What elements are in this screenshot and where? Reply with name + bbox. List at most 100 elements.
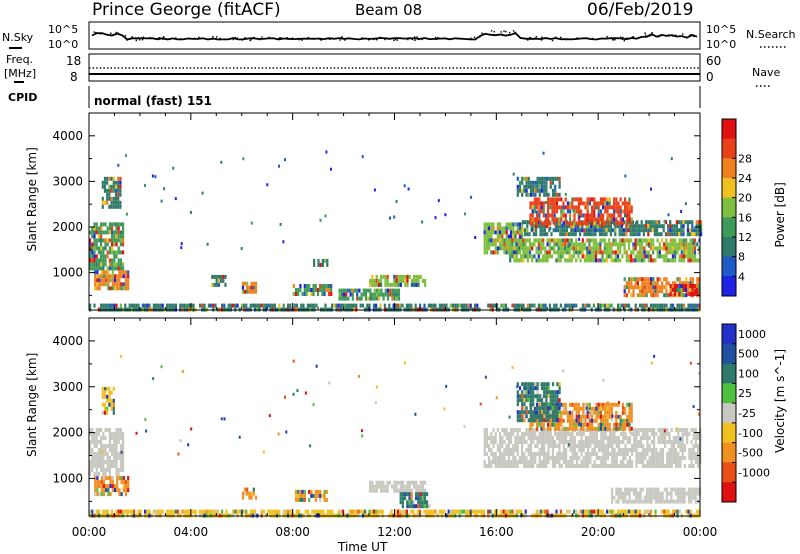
scatter-cell	[608, 242, 611, 247]
scatter-cell	[650, 428, 653, 432]
scatter-cell	[567, 440, 570, 444]
scatter-cell	[395, 282, 398, 287]
scatter-cell	[569, 436, 572, 440]
scatter-cell	[571, 197, 574, 202]
scatter-cell	[250, 281, 253, 286]
scatter-cell	[492, 222, 495, 227]
scatter-cell	[571, 456, 574, 460]
scatter-cell	[547, 436, 550, 440]
scatter-cell	[419, 509, 422, 514]
scatter-cell	[496, 456, 499, 460]
scatter-cell	[252, 487, 255, 492]
scatter-cell	[545, 452, 548, 456]
nsearch-dot	[435, 36, 437, 39]
scatter-cell	[116, 480, 119, 485]
scatter-cell	[595, 406, 598, 411]
scatter-cell	[682, 254, 686, 259]
scatter-cell	[95, 428, 98, 432]
scatter-cell	[549, 440, 552, 444]
scatter-cell	[109, 484, 112, 489]
scatter-cell	[648, 460, 651, 464]
scatter-cell	[301, 497, 304, 502]
scatter-cell	[608, 213, 611, 218]
scatter-cell	[492, 238, 495, 243]
scatter-cell	[647, 242, 650, 247]
scatter-cell	[599, 402, 602, 407]
scatter-cell	[250, 495, 253, 500]
scatter-cell	[119, 428, 122, 432]
scatter-cell	[609, 452, 612, 456]
scatter-cell	[122, 222, 125, 227]
scatter-cell	[630, 426, 633, 431]
scatter-cell	[616, 224, 619, 229]
scatter-cell	[262, 509, 265, 514]
scatter-cell	[581, 246, 584, 251]
scatter-cell	[661, 499, 664, 504]
scatter-cell	[594, 220, 597, 225]
scatter-cell	[683, 487, 686, 492]
scatter-cell	[402, 278, 405, 283]
scatter-cell	[512, 246, 515, 251]
scatter-cell	[532, 394, 535, 399]
scatter-cell	[670, 452, 673, 456]
scatter-cell	[485, 246, 488, 251]
scatter-cell	[516, 464, 519, 468]
scatter-cell	[556, 444, 559, 448]
scatter-cell	[232, 509, 235, 514]
scatter-cell	[609, 464, 612, 468]
scatter-cell	[631, 460, 634, 464]
scatter-cell	[656, 246, 659, 251]
scatter-cell	[529, 188, 533, 193]
scatter-cell	[499, 230, 502, 235]
scatter-cell	[592, 303, 595, 308]
scatter-cell	[97, 428, 100, 432]
scatter-cell	[404, 492, 407, 497]
nsearch-dot	[232, 38, 234, 41]
scatter-cell	[535, 509, 538, 514]
scatter-cell	[117, 204, 120, 209]
scatter-cell	[681, 436, 684, 440]
scatter-cell	[415, 488, 418, 493]
scatter-cell	[670, 495, 673, 500]
scatter-cell	[419, 504, 422, 509]
scatter-cell	[417, 484, 420, 489]
scatter-cell	[672, 285, 675, 290]
scatter-cell	[529, 406, 533, 411]
scatter-cell	[521, 394, 524, 399]
scatter-cell	[665, 495, 669, 500]
scatter-cell	[682, 242, 686, 247]
scatter-cell	[340, 296, 343, 301]
scatter-cell	[496, 464, 499, 468]
scatter-cell	[545, 398, 548, 403]
scatter-cell	[540, 452, 543, 456]
scatter-cell	[614, 258, 617, 263]
scatter-cell	[106, 428, 109, 432]
scatter-cell	[653, 452, 656, 456]
scatter-cell	[113, 432, 116, 436]
scatter-cell	[388, 480, 391, 485]
scatter-cell	[620, 452, 623, 456]
scatter-cell	[680, 238, 683, 243]
scatter-cell	[485, 440, 488, 444]
scatter-cell	[697, 224, 700, 229]
scatter-cell	[626, 205, 629, 210]
scatter-cell	[588, 201, 591, 206]
scatter-cell	[518, 414, 522, 419]
scatter-cell	[659, 460, 662, 464]
scatter-cell	[533, 410, 536, 415]
scatter-cell	[527, 184, 530, 189]
scatter-cell	[524, 246, 527, 251]
scatter-cell	[645, 254, 648, 259]
scatter-cell	[625, 254, 628, 259]
scatter-point	[324, 214, 327, 218]
scatter-cell	[562, 406, 565, 411]
scatter-cell	[599, 242, 602, 247]
scatter-point	[562, 369, 565, 373]
scatter-cell	[668, 460, 671, 464]
scatter-cell	[650, 277, 653, 282]
scatter-cell	[604, 460, 607, 464]
scatter-cell	[595, 205, 598, 210]
scatter-cell	[643, 293, 646, 298]
scatter-point	[549, 226, 552, 230]
colorbar-segment	[722, 482, 736, 503]
